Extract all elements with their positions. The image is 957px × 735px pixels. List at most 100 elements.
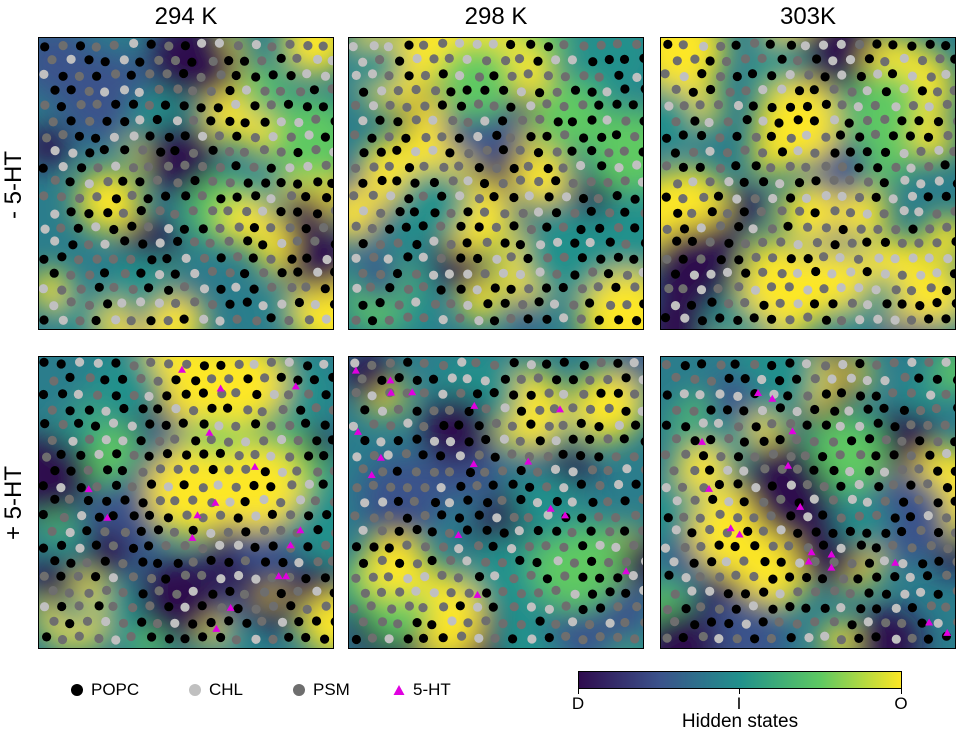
psm-marker	[376, 269, 386, 280]
psm-marker	[393, 238, 403, 248]
popc-marker	[739, 437, 749, 447]
psm-marker	[196, 72, 206, 82]
psm-marker	[734, 422, 744, 432]
psm-marker	[402, 540, 412, 550]
popc-marker	[670, 269, 681, 279]
psm-marker	[257, 616, 267, 626]
popc-marker	[792, 374, 802, 384]
psm-marker	[776, 237, 786, 247]
chl-marker	[428, 115, 438, 125]
psm-marker	[223, 527, 233, 537]
psm-marker	[839, 574, 849, 584]
psm-marker	[811, 587, 821, 597]
psm-marker	[518, 208, 528, 218]
popc-marker	[66, 207, 76, 217]
chl-marker	[358, 525, 368, 535]
popc-marker	[845, 526, 855, 536]
chl-marker	[277, 238, 287, 248]
popc-marker	[828, 299, 838, 309]
popc-marker	[293, 147, 303, 158]
popc-marker	[207, 403, 217, 413]
psm-marker	[758, 237, 768, 247]
popc-marker	[490, 452, 500, 462]
5ht-marker	[367, 471, 376, 478]
popc-marker	[516, 406, 527, 416]
psm-marker	[613, 602, 623, 612]
chl-marker	[638, 267, 643, 277]
popc-marker	[268, 70, 278, 80]
chl-marker	[803, 512, 813, 522]
5ht-marker	[784, 461, 793, 469]
psm-marker	[58, 130, 68, 140]
psm-marker	[810, 617, 820, 627]
popc-marker	[611, 130, 622, 140]
psm-marker	[375, 55, 385, 65]
psm-marker	[847, 238, 857, 248]
popc-marker	[786, 40, 797, 50]
popc-marker	[283, 99, 294, 109]
chl-marker	[136, 297, 146, 307]
chl-marker	[846, 373, 856, 383]
psm-marker	[714, 604, 725, 614]
chl-marker	[681, 573, 691, 583]
popc-marker	[39, 389, 49, 400]
popc-marker	[552, 375, 562, 385]
popc-marker	[156, 147, 166, 157]
popc-marker	[85, 148, 95, 158]
chl-marker	[444, 498, 455, 508]
psm-marker	[751, 252, 761, 262]
popc-marker	[715, 313, 725, 323]
popc-marker	[102, 116, 112, 126]
chl-marker	[455, 71, 465, 81]
psm-marker	[385, 358, 395, 368]
psm-marker	[613, 632, 623, 642]
chl-marker	[724, 497, 734, 507]
psm-marker	[594, 512, 604, 522]
state-region	[506, 296, 542, 329]
popc-marker	[49, 268, 59, 278]
popc-marker	[358, 300, 368, 310]
psm-marker	[224, 236, 234, 246]
chl-marker	[941, 357, 951, 367]
legend-item-chl: CHL	[188, 676, 243, 704]
popc-marker	[162, 449, 173, 459]
popc-marker	[294, 297, 304, 308]
psm-marker	[835, 450, 845, 460]
psm-marker	[481, 557, 491, 567]
chl-marker	[776, 525, 786, 535]
chl-marker	[689, 270, 699, 280]
chl-marker	[748, 601, 758, 611]
psm-marker	[721, 56, 732, 67]
popc-marker	[412, 618, 422, 628]
5ht-marker	[925, 618, 934, 626]
popc-marker	[359, 148, 369, 158]
popc-marker	[940, 160, 950, 170]
chl-marker	[891, 634, 901, 644]
popc-marker	[146, 39, 156, 49]
psm-marker	[384, 71, 394, 81]
psm-marker	[750, 452, 760, 462]
popc-marker	[595, 223, 605, 233]
psm-marker	[108, 254, 118, 264]
popc-marker	[576, 224, 586, 235]
psm-marker	[661, 360, 671, 370]
popc-marker	[393, 496, 403, 506]
chl-marker	[377, 406, 388, 416]
chl-marker	[358, 116, 368, 126]
chl-marker	[276, 117, 286, 127]
5ht-marker	[735, 530, 744, 538]
chl-marker	[879, 556, 889, 566]
chl-marker	[214, 421, 224, 431]
psm-marker	[526, 570, 536, 580]
popc-marker	[740, 374, 750, 384]
popc-marker	[733, 479, 743, 489]
lipid-markers	[349, 357, 643, 645]
chl-marker	[585, 237, 595, 248]
chl-marker	[900, 589, 910, 599]
state-region	[725, 185, 767, 228]
popc-marker	[661, 192, 671, 202]
psm-marker	[595, 632, 605, 642]
popc-marker	[225, 116, 235, 126]
psm-marker	[234, 451, 244, 461]
popc-marker	[681, 604, 691, 614]
